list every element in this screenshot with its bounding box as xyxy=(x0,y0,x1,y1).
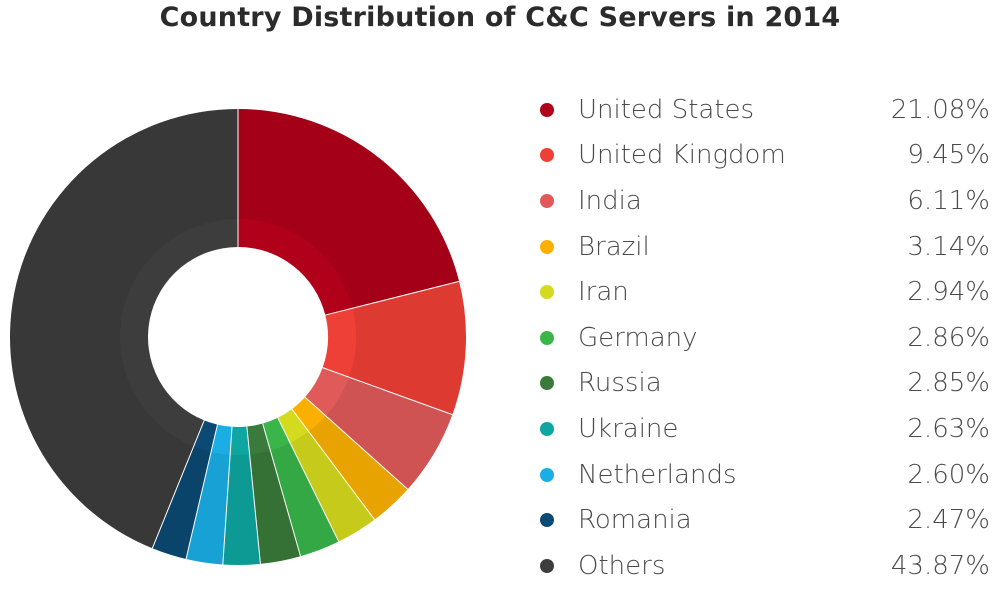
legend-label: Brazil xyxy=(578,231,650,262)
slice-india xyxy=(304,367,453,490)
slice-romania xyxy=(152,420,218,559)
legend-value: 21.08% xyxy=(890,94,990,125)
legend-item-germany: Germany 2.86% xyxy=(538,315,990,361)
legend-value: 43.87% xyxy=(890,550,990,581)
legend-item-netherlands: Netherlands 2.60% xyxy=(538,452,990,498)
slice-separator xyxy=(262,423,301,557)
legend-value: 2.86% xyxy=(907,322,990,353)
legend-label: Netherlands xyxy=(578,459,737,490)
legend-value: 2.63% xyxy=(907,413,990,444)
slice-united-states xyxy=(238,109,460,316)
legend-label: Germany xyxy=(578,322,698,353)
slice-russia xyxy=(246,423,301,564)
legend-label: Romania xyxy=(578,505,692,536)
legend-swatch xyxy=(540,102,554,117)
slice-iran xyxy=(277,409,375,542)
slice-separator xyxy=(322,367,453,416)
slice-brazil xyxy=(291,397,408,520)
slice-separator xyxy=(185,424,218,560)
legend-swatch xyxy=(540,421,554,436)
legend-label: Iran xyxy=(578,277,629,308)
chart-title: Country Distribution of C&C Servers in 2… xyxy=(159,2,841,33)
legend-item-others: Others 43.87% xyxy=(538,543,990,589)
legend-label: Russia xyxy=(578,368,662,399)
legend-label: Others xyxy=(578,550,666,581)
legend-value: 6.11% xyxy=(907,185,990,216)
legend-label: Ukraine xyxy=(578,413,679,444)
slice-others xyxy=(9,108,238,549)
legend-swatch xyxy=(540,330,554,345)
legend-value: 2.47% xyxy=(907,505,990,536)
legend-value: 2.60% xyxy=(907,459,990,490)
legend-value: 2.94% xyxy=(907,277,990,308)
slice-separator xyxy=(325,280,460,316)
slice-separator xyxy=(277,417,340,542)
legend-item-romania: Romania 2.47% xyxy=(538,497,990,543)
slice-germany xyxy=(262,417,339,557)
chart-legend: United States 21.08% United Kingdom 9.45% In… xyxy=(538,87,990,589)
legend-swatch xyxy=(540,558,554,573)
legend-swatch xyxy=(540,148,554,163)
slice-netherlands xyxy=(186,424,233,565)
donut-chart xyxy=(9,108,466,565)
legend-item-united-kingdom: United Kingdom 9.45% xyxy=(538,133,990,179)
legend-item-brazil: Brazil 3.14% xyxy=(538,224,990,270)
slice-separator xyxy=(304,396,409,490)
legend-label: United States xyxy=(578,94,755,125)
legend-item-united-states: United States 21.08% xyxy=(538,87,990,133)
slice-ukraine xyxy=(222,426,261,565)
legend-swatch xyxy=(540,193,554,208)
legend-value: 9.45% xyxy=(907,140,990,171)
slice-separator xyxy=(222,426,233,565)
legend-label: India xyxy=(578,185,642,216)
legend-item-ukraine: Ukraine 2.63% xyxy=(538,406,990,452)
legend-swatch xyxy=(540,239,554,254)
legend-swatch xyxy=(540,285,554,300)
slice-separator xyxy=(151,420,205,549)
legend-value: 2.85% xyxy=(907,368,990,399)
legend-item-india: India 6.11% xyxy=(538,178,990,224)
legend-swatch xyxy=(540,467,554,482)
slice-united-kingdom xyxy=(322,281,466,415)
legend-item-russia: Russia 2.85% xyxy=(538,361,990,407)
legend-item-iran: Iran 2.94% xyxy=(538,269,990,315)
legend-label: United Kingdom xyxy=(578,140,786,171)
legend-swatch xyxy=(540,513,554,528)
slice-separator xyxy=(246,426,261,564)
slice-separator xyxy=(291,408,375,520)
legend-value: 3.14% xyxy=(907,231,990,262)
legend-swatch xyxy=(540,376,554,391)
